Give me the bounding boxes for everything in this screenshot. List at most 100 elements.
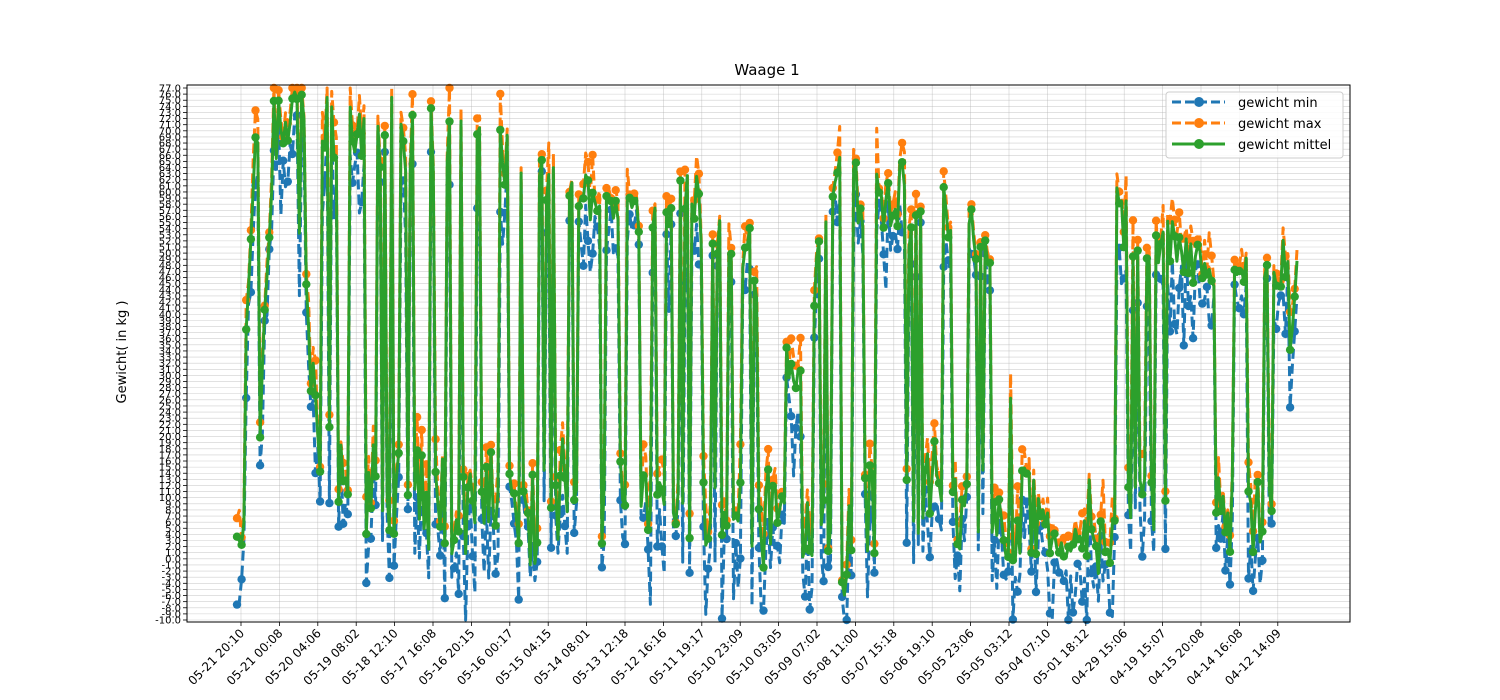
gewicht-max-point: [537, 150, 546, 159]
gewicht-min-point: [491, 569, 500, 578]
legend-box: [1165, 91, 1344, 159]
y-tick-label: 0.0: [165, 554, 181, 565]
gewicht-mittel-point: [519, 487, 528, 496]
gewicht-max-point: [1175, 208, 1184, 217]
gewicht-mittel-point: [856, 204, 865, 213]
y-tick-label: 22.0: [159, 420, 181, 431]
gewicht-min-point: [1031, 587, 1041, 597]
gewicht-min-point: [1004, 567, 1013, 576]
y-tick-label: 20.0: [159, 432, 181, 443]
legend-label-mittel: gewicht mittel: [1238, 138, 1331, 153]
gewicht-mittel-point: [454, 527, 463, 536]
gewicht-mittel-point: [630, 196, 639, 206]
gewicht-mittel-point: [1082, 551, 1092, 560]
gewicht-min-point: [671, 531, 680, 541]
gewicht-max-point: [1230, 255, 1239, 264]
gewicht-mittel-point: [491, 521, 500, 530]
gewicht-mittel-point: [967, 205, 976, 214]
y-tick-label: 31.0: [159, 365, 181, 376]
gewicht-max-point: [796, 333, 805, 343]
gewicht-mittel-point: [546, 503, 556, 512]
gewicht-mittel-point: [657, 485, 667, 494]
gewicht-max-point: [1207, 251, 1216, 260]
gewicht-min-point: [339, 519, 348, 528]
gewicht-max-point: [486, 440, 496, 450]
gewicht-min-point: [255, 461, 265, 470]
gewicht-mittel-point: [486, 448, 496, 457]
y-tick-label: 35.0: [159, 340, 181, 351]
gewicht-mittel-point: [939, 183, 948, 192]
gewicht-mittel-point: [768, 481, 777, 491]
gewicht-min-point: [325, 498, 334, 508]
gewicht-mittel-point: [962, 479, 971, 489]
gewicht-mittel-point: [1022, 469, 1031, 478]
y-tick-label: 6.0: [165, 518, 181, 529]
y-tick-label: 4.0: [165, 530, 181, 541]
gewicht-mittel-point: [745, 224, 754, 233]
y-tick-label: 71.0: [159, 120, 181, 131]
gewicht-mittel-point: [921, 466, 930, 475]
gewicht-mittel-point: [1031, 549, 1041, 559]
gewicht-min-point: [362, 578, 371, 588]
gewicht-max-point: [667, 194, 676, 203]
y-tick-label: 15.0: [159, 463, 181, 474]
gewicht-mittel-point: [473, 130, 482, 139]
gewicht-min-point: [570, 528, 579, 538]
gewicht-mittel-point: [893, 221, 902, 231]
gewicht-min-point: [1045, 609, 1055, 618]
gewicht-mittel-point: [750, 276, 759, 285]
y-tick-label: 63.0: [159, 169, 181, 180]
gewicht-mittel-point: [343, 490, 352, 499]
gewicht-min-point: [1221, 566, 1230, 575]
gewicht-mittel-point: [930, 437, 939, 446]
gewicht-mittel-point: [1151, 231, 1161, 240]
gewicht-mittel-point: [1110, 516, 1119, 525]
gewicht-mittel-point: [902, 475, 911, 485]
gewicht-min-point: [1050, 558, 1059, 567]
y-tick-label: 52.0: [159, 236, 181, 247]
gewicht-mittel-point: [888, 211, 898, 220]
gewicht-mittel-point: [722, 521, 731, 530]
gewicht-min-point: [805, 605, 814, 614]
gewicht-mittel-point: [445, 117, 454, 126]
gewicht-mittel-point: [971, 254, 981, 264]
gewicht-mittel-point: [699, 478, 708, 487]
y-tick-label: -2.0: [161, 567, 181, 578]
gewicht-min-point: [546, 543, 556, 552]
gewicht-mittel-point: [727, 249, 736, 259]
gewicht-mittel-point: [994, 495, 1004, 504]
gewicht-mittel-point: [1184, 268, 1193, 278]
gewicht-mittel-point: [847, 546, 856, 555]
y-tick-label: 25.0: [159, 401, 181, 412]
y-tick-label: 60.0: [159, 187, 181, 198]
gewicht-max-point: [833, 148, 842, 157]
y-tick-label: 64.0: [159, 163, 181, 174]
gewicht-mittel-point: [1258, 527, 1267, 536]
y-tick-label: 62.0: [159, 175, 181, 186]
y-tick-label: 41.0: [159, 304, 181, 315]
gewicht-min-point: [773, 541, 782, 550]
gewicht-mittel-point: [791, 383, 801, 393]
gewicht-min-point: [315, 497, 325, 506]
gewicht-max-point: [1262, 253, 1272, 262]
gewicht-max-point: [528, 459, 537, 468]
y-tick-label: 55.0: [159, 218, 181, 229]
gewicht-mittel-point: [1008, 556, 1018, 565]
gewicht-mittel-point: [1059, 552, 1069, 561]
gewicht-mittel-point: [1045, 549, 1055, 558]
y-tick-label: 73.0: [159, 108, 181, 119]
gewicht-mittel-point: [339, 476, 348, 486]
gewicht-min-point: [934, 514, 944, 524]
gewicht-min-point: [1054, 568, 1064, 577]
y-tick-label: -4.0: [161, 579, 181, 590]
gewicht-mittel-point: [611, 196, 620, 206]
gewicht-mittel-point: [1087, 525, 1096, 534]
y-tick-label: 74.0: [159, 102, 181, 113]
gewicht-min-point: [824, 562, 833, 572]
gewicht-mittel-point: [417, 451, 426, 460]
y-tick-label: 37.0: [159, 328, 181, 339]
gewicht-min-point: [787, 412, 796, 421]
y-tick-label: 5.0: [165, 524, 181, 535]
gewicht-mittel-point: [1216, 506, 1226, 516]
y-tick-label: 45.0: [159, 279, 181, 290]
